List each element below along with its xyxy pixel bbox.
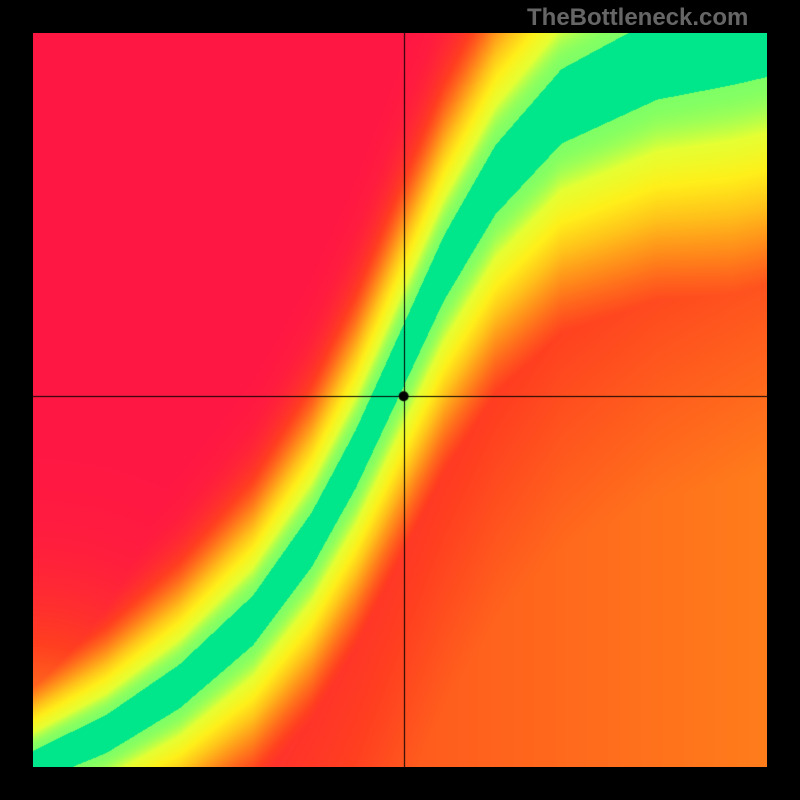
- bottleneck-heatmap: [33, 33, 767, 767]
- chart-frame: TheBottleneck.com: [0, 0, 800, 800]
- watermark-text: TheBottleneck.com: [527, 4, 748, 32]
